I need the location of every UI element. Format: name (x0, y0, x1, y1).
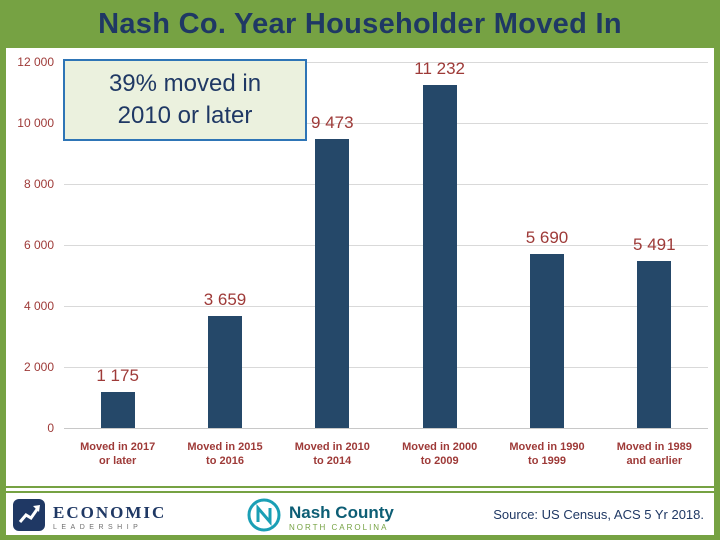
footer-divider-bottom (0, 491, 720, 493)
y-axis-tick-label: 12 000 (17, 55, 54, 69)
economic-leadership-icon (12, 498, 46, 537)
bar (637, 260, 672, 428)
gridline (64, 428, 708, 429)
x-axis-label-line: Moved in 2017 (80, 441, 156, 453)
x-axis-label-line: or later (99, 455, 137, 467)
north-carolina-text: NORTH CAROLINA (289, 522, 389, 532)
bar-value-label: 11 232 (414, 59, 466, 79)
annotation-line-2: 2010 or later (117, 102, 253, 129)
x-axis-label-line: to 2014 (313, 455, 352, 467)
y-axis-tick-label: 0 (47, 421, 54, 435)
x-axis-category-label: Moved in 2000 to 2009 (386, 440, 493, 468)
y-axis-tick-label: 2 000 (23, 360, 54, 374)
economic-leadership-wordmark: ECONOMIC LEADERSHIP (53, 503, 167, 532)
bar-value-label: 9 473 (311, 113, 354, 133)
x-axis-label-line: and earlier (626, 455, 683, 467)
gridline (64, 245, 708, 246)
annotation-line-1: 39% moved in (108, 70, 262, 97)
bar-value-label: 5 491 (633, 234, 676, 254)
bar-value-label: 1 175 (96, 366, 139, 386)
x-axis-category-label: Moved in 2015 to 2016 (171, 440, 278, 468)
x-axis-label-line: Moved in 2000 (402, 441, 478, 453)
x-axis-category-label: Moved in 2010 to 2014 (279, 440, 386, 468)
bar (422, 85, 457, 428)
source-text: Source: US Census, ACS 5 Yr 2018. (493, 507, 704, 522)
x-axis-label-line: Moved in 1989 (616, 441, 692, 453)
bar-value-label: 5 690 (525, 228, 569, 248)
x-axis-label-line: to 2016 (206, 455, 244, 467)
x-axis-category-label: Moved in 1989 and earlier (601, 440, 708, 468)
nash-county-icon (246, 497, 282, 538)
y-axis-tick-label: 6 000 (23, 238, 54, 252)
slide-border-right (714, 0, 720, 540)
x-axis-category-label: Moved in 1990 to 1999 (493, 440, 600, 468)
bar-value-label: 3 659 (203, 290, 247, 310)
slide-title: Nash Co. Year Householder Moved In (98, 7, 622, 40)
x-axis-label-line: to 2009 (420, 455, 459, 467)
annotation-callout: 39% moved in 2010 or later (63, 59, 307, 141)
economic-leadership-logo: ECONOMIC LEADERSHIP (12, 498, 166, 537)
bar (100, 392, 135, 428)
gridline (64, 306, 708, 307)
slide-border-bottom (0, 535, 720, 540)
bar (208, 316, 242, 428)
y-axis-tick-label: 10 000 (17, 116, 54, 130)
x-axis-label-line: Moved in 2010 (294, 441, 370, 453)
slide-footer: ECONOMIC LEADERSHIP Nash County NORTH CA… (0, 495, 720, 535)
footer-divider-top (0, 486, 720, 488)
leadership-text: LEADERSHIP (53, 524, 143, 531)
x-axis-label-line: to 1999 (528, 455, 566, 467)
nash-county-logo: Nash County NORTH CAROLINA (246, 497, 394, 538)
nash-county-text: Nash County (289, 502, 394, 522)
x-axis-label-line: Moved in 2015 (187, 441, 263, 453)
gridline (64, 367, 708, 368)
gridline (64, 184, 708, 185)
economic-text: ECONOMIC (53, 503, 167, 522)
x-axis-label-line: Moved in 1990 (509, 441, 585, 453)
gridline (64, 123, 708, 124)
y-axis-tick-label: 4 000 (23, 299, 54, 313)
slide-header: Nash Co. Year Householder Moved In (0, 0, 720, 48)
x-axis-category-label: Moved in 2017 or later (64, 440, 171, 468)
gridline (64, 62, 708, 63)
slide-border-left (0, 0, 6, 540)
bar (530, 254, 564, 428)
nash-county-wordmark: Nash County NORTH CAROLINA (289, 502, 394, 532)
y-axis-tick-label: 8 000 (23, 177, 54, 191)
bar (315, 139, 350, 428)
